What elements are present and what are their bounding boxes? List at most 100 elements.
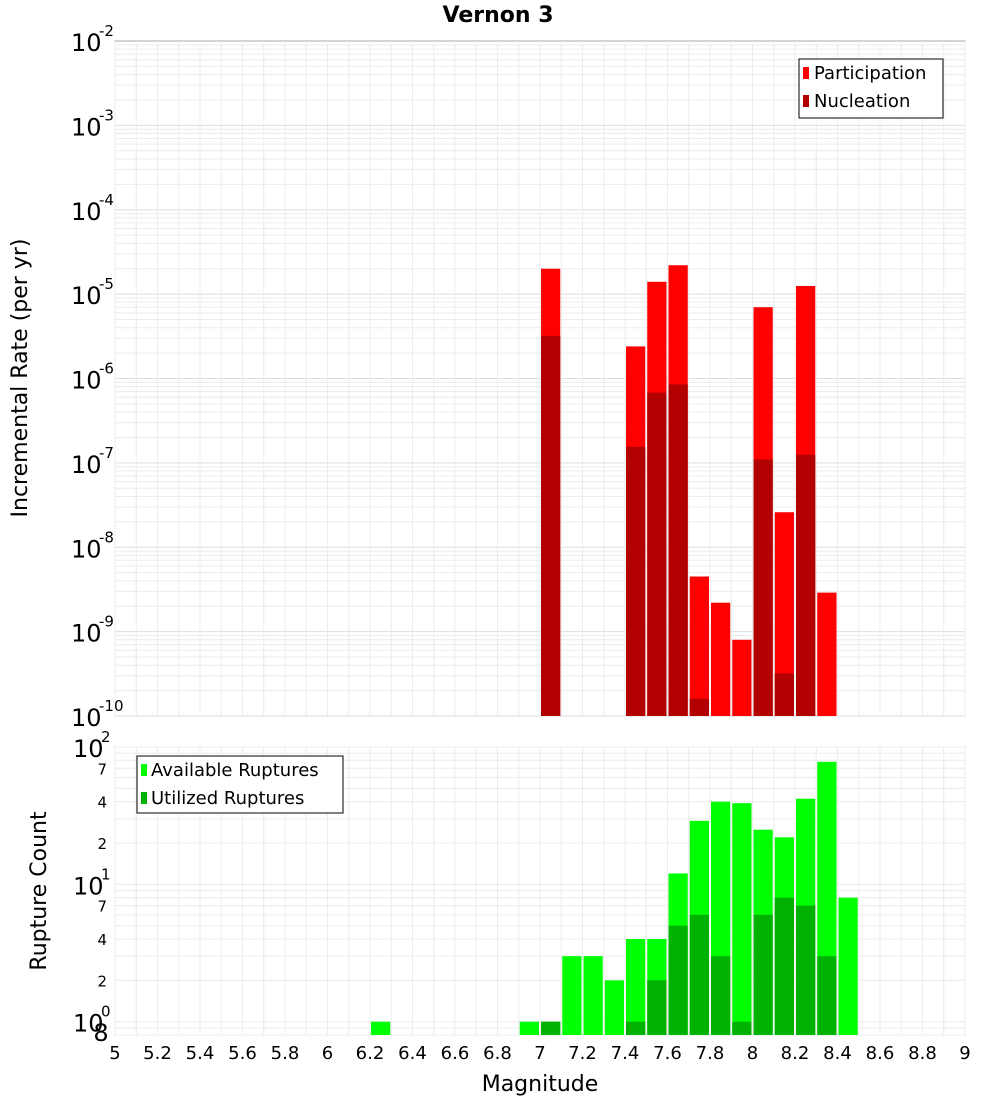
count-y-minor-label: 7	[97, 898, 107, 916]
nucleation-bar	[796, 454, 816, 716]
x-tick-label: 7.4	[611, 1043, 640, 1064]
rate-y-decade-base: 10	[71, 367, 102, 395]
x-tick-label: 6.8	[483, 1043, 512, 1064]
x-tick-label: 7	[534, 1043, 545, 1064]
rate-gridlines	[114, 41, 966, 717]
count-y-decade-exponent: 1	[101, 865, 111, 883]
count-y-axis-label: Rupture Count	[27, 811, 52, 971]
utilized-ruptures-bar	[817, 956, 837, 1035]
rate-y-decade-base: 10	[71, 29, 102, 57]
nucleation-bar	[626, 446, 646, 716]
available-ruptures-bar	[583, 956, 603, 1035]
participation-bar	[774, 512, 794, 716]
rate-y-decade-exponent: -8	[99, 528, 114, 546]
nucleation-bar	[689, 698, 709, 716]
x-tick-label: 9	[959, 1043, 970, 1064]
count-y-minor-label: 7	[97, 760, 107, 778]
legend-swatch-participation	[803, 67, 809, 79]
utilized-ruptures-bar	[647, 980, 667, 1035]
x-tick-label: 8	[747, 1043, 758, 1064]
rate-y-decade-exponent: -2	[99, 22, 114, 40]
utilized-ruptures-bar	[689, 914, 709, 1035]
rate-y-decade-label: 10-3	[71, 106, 114, 141]
x-tick-label: 6.6	[441, 1043, 470, 1064]
utilized-ruptures-bar	[774, 897, 794, 1035]
count-y-decade-label: 101	[73, 865, 111, 900]
rate-y-axis-label: Incremental Rate (per yr)	[8, 239, 33, 518]
x-tick-label: 6	[322, 1043, 333, 1064]
legend-swatch-available	[141, 764, 147, 776]
rate-y-decade-base: 10	[71, 451, 102, 479]
available-ruptures-bar	[519, 1021, 539, 1035]
x-tick-label: 5.6	[228, 1043, 257, 1064]
rate-y-decade-base: 10	[71, 282, 102, 310]
available-ruptures-bar	[732, 803, 752, 1035]
count-y-decade-label: 100	[73, 1003, 111, 1038]
x-tick-label: 5.2	[143, 1043, 172, 1064]
available-ruptures-bar	[838, 897, 858, 1035]
utilized-ruptures-bar	[541, 1021, 561, 1035]
utilized-ruptures-bar	[796, 905, 816, 1035]
rate-y-decade-base: 10	[71, 620, 102, 648]
utilized-ruptures-bar	[753, 914, 773, 1035]
chart-title: Vernon 3	[443, 3, 554, 28]
rate-y-decade-label: 10-7	[71, 444, 114, 479]
legend-swatch-nucleation	[803, 95, 809, 107]
x-tick-label: 7.2	[568, 1043, 597, 1064]
rate-y-decade-label: 10-4	[71, 191, 114, 226]
count-y-decade-exponent: 2	[101, 728, 111, 746]
utilized-ruptures-bar	[668, 925, 688, 1035]
rate-y-decade-label: 10-10	[71, 697, 124, 732]
legend-label-utilized: Utilized Ruptures	[151, 788, 304, 809]
count-y-decade-base: 10	[73, 735, 104, 763]
available-ruptures-bar	[626, 939, 646, 1035]
count-y-decade-exponent: 0	[101, 1003, 111, 1021]
x-tick-label: 7.8	[696, 1043, 725, 1064]
x-tick-label: 8.4	[823, 1043, 852, 1064]
rate-y-decade-label: 10-8	[71, 528, 114, 563]
count-y-decade-base: 10	[73, 1010, 104, 1038]
participation-bar	[817, 592, 837, 716]
nucleation-bar	[753, 459, 773, 716]
x-tick-label: 8.8	[908, 1043, 937, 1064]
nucleation-bar	[668, 384, 688, 716]
available-ruptures-bar	[604, 980, 624, 1035]
count-y-minor-label: 4	[97, 794, 107, 812]
x-tick-label: 5	[109, 1043, 120, 1064]
available-ruptures-bar	[371, 1021, 391, 1035]
count-legend-box	[136, 755, 344, 814]
rate-y-decade-exponent: -10	[99, 697, 124, 715]
x-tick-labels: 5 5.2 5.4 5.6 5.8 6 6.2 6.4 6.6 6.8 7 7.2 7.4 7.6 7.8 8…	[109, 1043, 970, 1064]
participation-bar	[732, 639, 752, 716]
rate-legend-box	[798, 58, 944, 119]
count-y-decade-label: 102	[73, 728, 111, 763]
utilized-ruptures-bar	[711, 956, 731, 1035]
x-axis-label: Magnitude	[482, 1072, 599, 1097]
rate-y-decade-exponent: -7	[99, 444, 114, 462]
nucleation-bar	[647, 392, 667, 716]
count-y-minor-label: 2	[97, 972, 107, 990]
legend-label-participation: Participation	[814, 63, 926, 84]
x-tick-label: 6.4	[398, 1043, 427, 1064]
legend-label-available: Available Ruptures	[151, 760, 319, 781]
x-tick-label: 6.2	[356, 1043, 385, 1064]
count-legend: Available Ruptures Utilized Ruptures	[136, 755, 344, 814]
utilized-ruptures-bar	[626, 1021, 646, 1035]
count-y-minor-label: 8	[93, 1019, 108, 1047]
rate-y-decade-exponent: -9	[99, 613, 114, 631]
rate-y-decade-label: 10-9	[71, 613, 114, 648]
x-tick-label: 5.4	[186, 1043, 215, 1064]
rate-y-decade-label: 10-2	[71, 22, 114, 57]
x-tick-label: 8.6	[866, 1043, 895, 1064]
count-y-minor-label: 4	[97, 931, 107, 949]
rate-y-decade-base: 10	[71, 535, 102, 563]
x-tick-label: 5.8	[271, 1043, 300, 1064]
legend-label-nucleation: Nucleation	[814, 91, 910, 112]
nucleation-bar	[774, 673, 794, 716]
